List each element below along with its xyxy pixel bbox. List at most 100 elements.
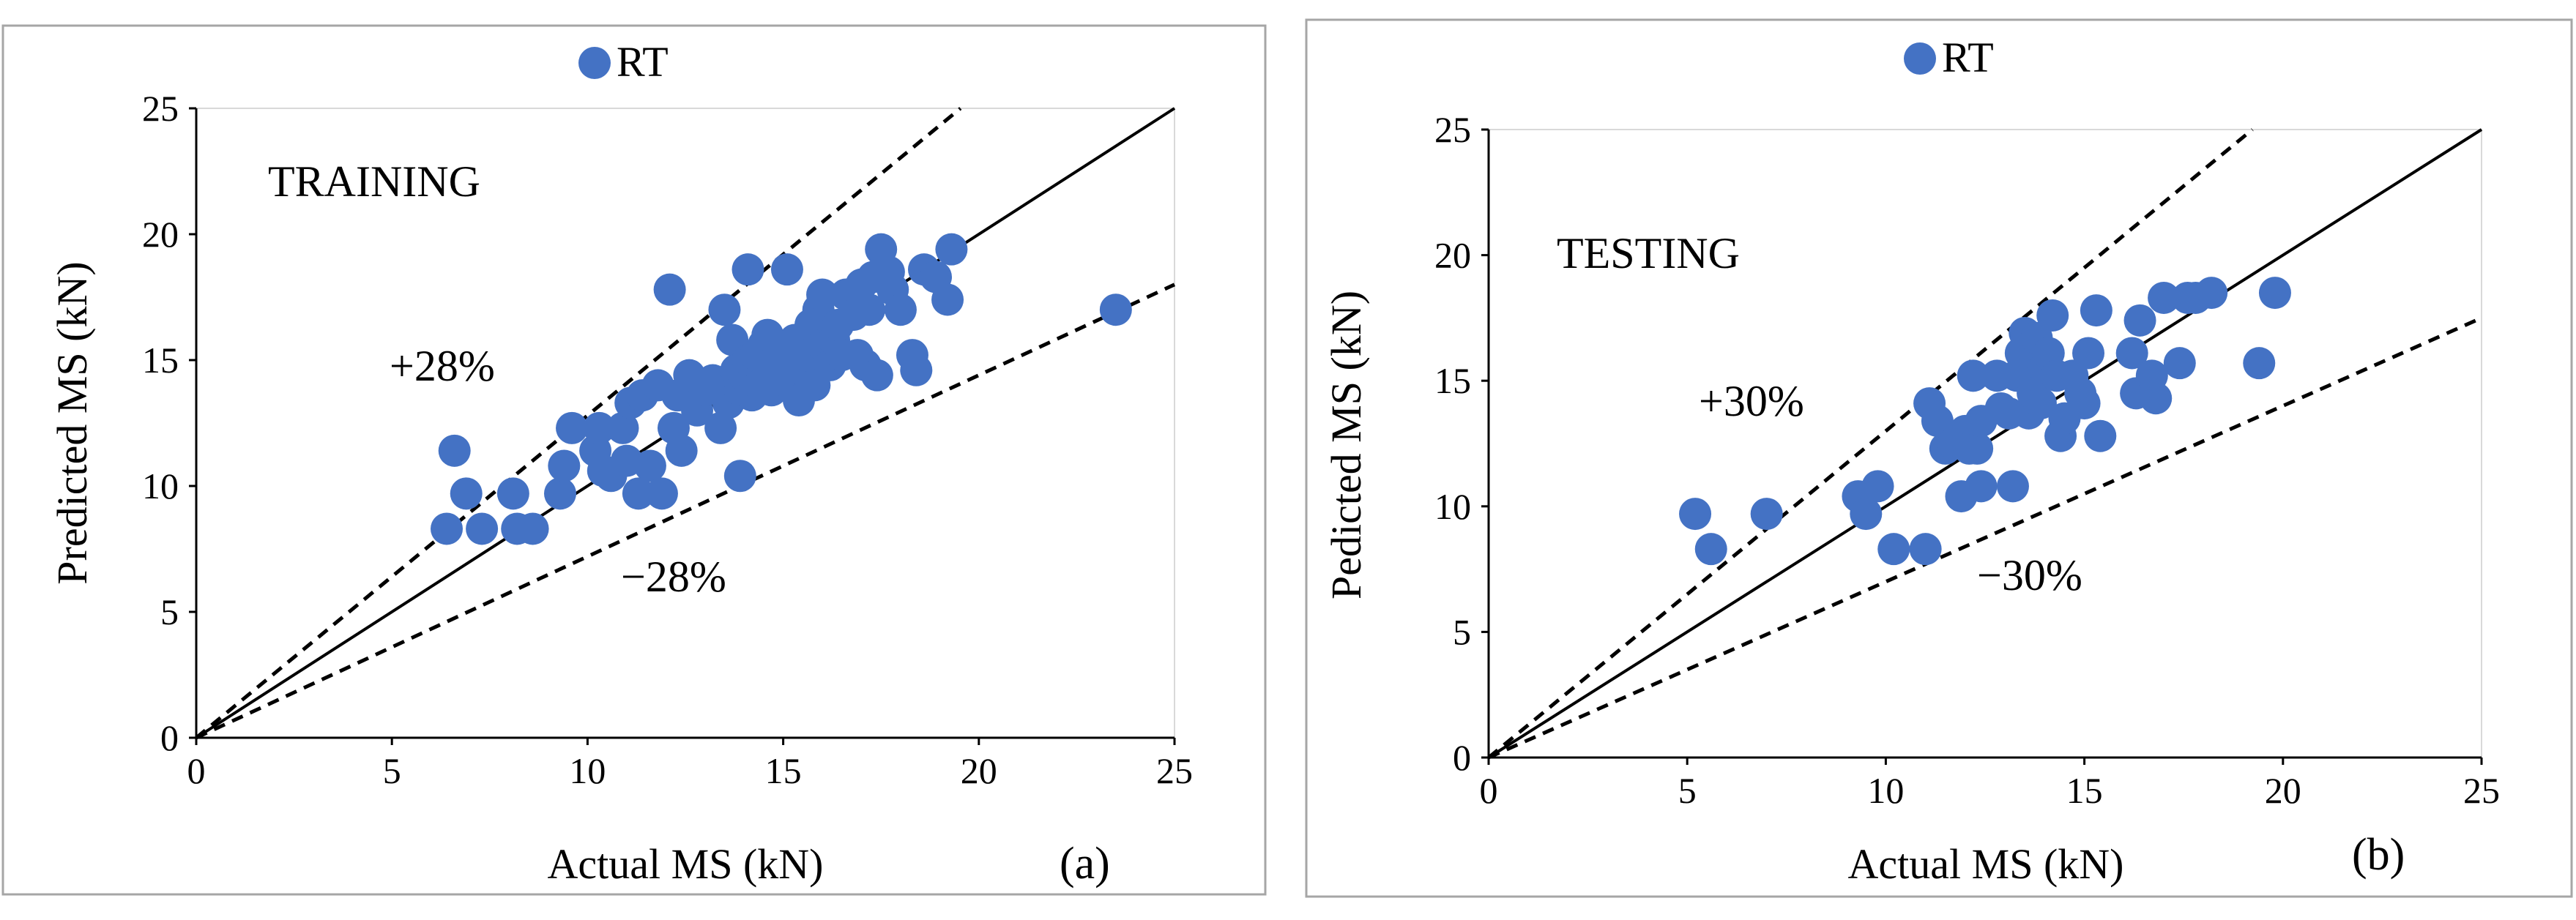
x-tick-label: 5 bbox=[383, 750, 401, 791]
x-tick-label: 25 bbox=[1156, 750, 1193, 791]
data-point bbox=[606, 411, 639, 444]
data-point bbox=[645, 477, 678, 510]
data-point bbox=[450, 477, 483, 510]
lower-bound-line bbox=[1487, 316, 2483, 760]
legend-marker bbox=[578, 47, 611, 79]
data-point bbox=[704, 411, 737, 444]
data-point bbox=[2195, 277, 2228, 310]
data-point bbox=[543, 477, 576, 510]
data-point bbox=[2115, 337, 2148, 370]
y-tick-label: 25 bbox=[142, 88, 179, 129]
y-tick-label: 5 bbox=[1453, 611, 1471, 652]
data-point bbox=[723, 460, 756, 493]
data-point bbox=[516, 512, 549, 545]
upper-bound-label: +28% bbox=[390, 342, 495, 390]
data-point bbox=[884, 293, 917, 326]
data-point bbox=[860, 359, 893, 392]
data-point bbox=[466, 512, 499, 545]
data-point bbox=[633, 449, 666, 482]
data-point bbox=[931, 283, 964, 316]
x-tick-label: 0 bbox=[187, 750, 206, 791]
y-axis-title: Predicted MS (kN) bbox=[48, 261, 96, 584]
lower-bound-line bbox=[195, 283, 1176, 740]
data-point bbox=[438, 434, 471, 467]
x-tick-label: 0 bbox=[1480, 770, 1498, 811]
data-point bbox=[900, 354, 933, 386]
data-point bbox=[1750, 498, 1783, 531]
legend: RT bbox=[578, 38, 669, 86]
data-point bbox=[1961, 432, 1994, 465]
data-point bbox=[2036, 299, 2069, 332]
data-point bbox=[2068, 387, 2101, 420]
plot-area: 0 5 10 15 20 25 0 5 10 15 20 25 bbox=[142, 88, 1193, 791]
data-point bbox=[2163, 347, 2196, 380]
data-point bbox=[806, 278, 839, 311]
data-point bbox=[1965, 470, 1998, 503]
y-axis-title: Pedicted MS (kN) bbox=[1322, 291, 1370, 599]
chart-panel-training: RT 0 5 10 15 20 25 0 5 10 15 20 25 TRAINING +28% −… bbox=[1, 24, 1267, 896]
data-points bbox=[431, 233, 1132, 545]
legend-marker bbox=[1904, 42, 1936, 75]
x-tick-label: 10 bbox=[1867, 770, 1904, 811]
data-point bbox=[548, 449, 581, 482]
legend-label: RT bbox=[1942, 34, 1994, 81]
legend-label: RT bbox=[617, 38, 669, 86]
y-tick-label: 25 bbox=[1434, 109, 1471, 150]
data-point bbox=[2148, 281, 2181, 314]
plot-area: 0 5 10 15 20 25 0 5 10 15 20 25 bbox=[1434, 109, 2500, 811]
data-point bbox=[2024, 387, 2057, 420]
data-point bbox=[1957, 359, 1989, 392]
y-tick-label: 0 bbox=[160, 717, 179, 758]
data-point bbox=[1996, 470, 2029, 503]
y-tick-label: 15 bbox=[142, 340, 179, 381]
y-tick-label: 15 bbox=[1434, 360, 1471, 401]
data-point bbox=[622, 477, 655, 510]
data-point bbox=[1909, 533, 1942, 566]
x-tick-label: 15 bbox=[2066, 770, 2103, 811]
data-point bbox=[770, 253, 803, 286]
upper-bound-line bbox=[1487, 128, 2254, 759]
dataset-annotation: TESTING bbox=[1557, 229, 1740, 277]
x-tick-label: 15 bbox=[765, 750, 802, 791]
x-ticks: 0 5 10 15 20 25 bbox=[1480, 758, 2500, 811]
data-point bbox=[935, 233, 968, 266]
y-tick-label: 10 bbox=[142, 465, 179, 506]
y-tick-label: 20 bbox=[1434, 235, 1471, 276]
y-ticks: 0 5 10 15 20 25 bbox=[1434, 109, 1489, 778]
panel-label: (a) bbox=[1060, 839, 1110, 889]
x-tick-label: 5 bbox=[1678, 770, 1697, 811]
data-point bbox=[708, 293, 741, 326]
lower-bound-label: −28% bbox=[621, 553, 726, 601]
data-point bbox=[2258, 277, 2291, 310]
data-point bbox=[431, 512, 464, 545]
x-ticks: 0 5 10 15 20 25 bbox=[187, 738, 1193, 791]
data-point bbox=[665, 434, 698, 467]
data-point bbox=[2140, 382, 2173, 415]
data-point bbox=[1694, 533, 1727, 566]
data-point bbox=[732, 253, 764, 286]
x-tick-label: 20 bbox=[961, 750, 997, 791]
data-point bbox=[583, 411, 616, 444]
chart-panel-testing: RT 0 5 10 15 20 25 0 5 10 15 20 25 TESTING +30% −3… bbox=[1305, 18, 2573, 898]
x-tick-label: 10 bbox=[569, 750, 606, 791]
data-point bbox=[2072, 337, 2105, 370]
x-axis-title: Actual MS (kN) bbox=[548, 840, 824, 888]
panel-label: (b) bbox=[2352, 830, 2405, 880]
y-ticks: 0 5 10 15 20 25 bbox=[142, 88, 196, 758]
data-point bbox=[1099, 293, 1132, 326]
data-point bbox=[1861, 470, 1894, 503]
y-tick-label: 0 bbox=[1453, 737, 1471, 778]
data-points bbox=[1679, 277, 2291, 566]
data-point bbox=[2080, 294, 2112, 327]
data-point bbox=[653, 273, 686, 306]
data-point bbox=[2243, 347, 2276, 380]
data-point bbox=[496, 477, 529, 510]
data-point bbox=[2123, 304, 2156, 337]
legend: RT bbox=[1904, 34, 1994, 81]
data-point bbox=[1679, 498, 1712, 531]
y-tick-label: 10 bbox=[1434, 486, 1471, 527]
x-tick-label: 20 bbox=[2265, 770, 2301, 811]
x-tick-label: 25 bbox=[2463, 770, 2500, 811]
data-point bbox=[853, 293, 886, 326]
